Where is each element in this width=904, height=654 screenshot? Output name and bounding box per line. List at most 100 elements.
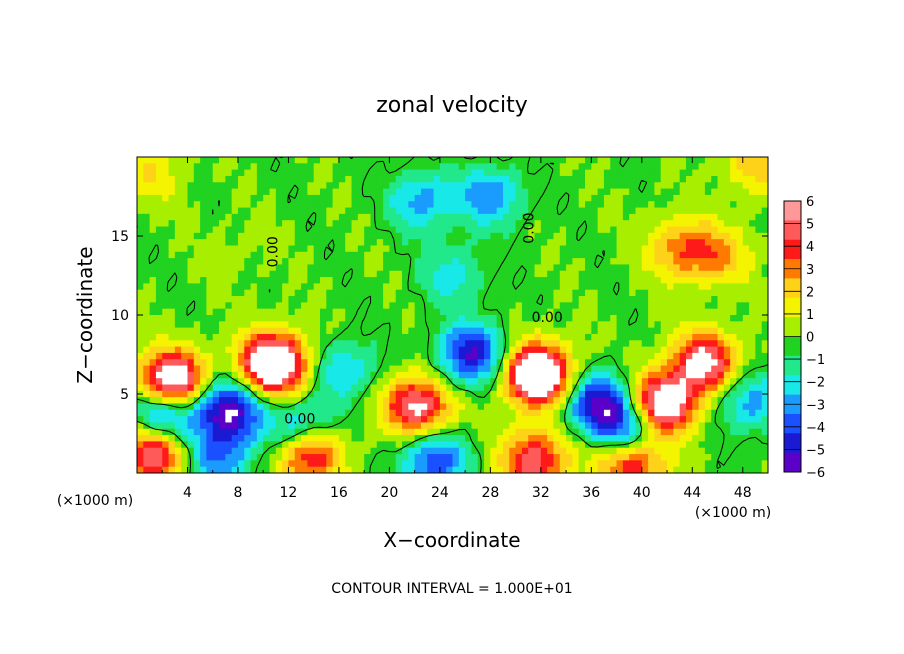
field-cell bbox=[742, 327, 750, 335]
field-cell bbox=[338, 422, 346, 430]
field-cell bbox=[313, 220, 321, 228]
field-cell bbox=[465, 333, 473, 341]
field-cell bbox=[427, 352, 435, 360]
field-cell bbox=[572, 340, 580, 348]
field-cell bbox=[559, 163, 567, 171]
field-cell bbox=[200, 365, 208, 373]
field-cell bbox=[364, 226, 372, 234]
field-cell bbox=[616, 308, 624, 316]
field-cell bbox=[547, 251, 555, 259]
field-cell bbox=[389, 315, 397, 322]
field-cell bbox=[332, 232, 340, 240]
field-cell bbox=[351, 315, 359, 322]
field-cell bbox=[711, 245, 719, 253]
field-cell bbox=[622, 289, 630, 297]
field-cell bbox=[692, 308, 700, 316]
field-cell bbox=[357, 226, 365, 234]
field-cell bbox=[237, 365, 245, 373]
field-cell bbox=[465, 321, 473, 329]
field-cell bbox=[553, 270, 561, 278]
field-cell bbox=[641, 270, 649, 278]
field-cell bbox=[471, 403, 479, 411]
field-cell bbox=[288, 277, 296, 284]
field-cell bbox=[603, 258, 611, 266]
field-cell bbox=[635, 454, 643, 461]
field-cell bbox=[402, 327, 409, 335]
field-cell bbox=[465, 213, 473, 221]
field-cell bbox=[420, 365, 428, 373]
field-cell bbox=[635, 220, 643, 228]
field-cell bbox=[742, 226, 750, 234]
field-cell bbox=[610, 220, 618, 228]
field-cell bbox=[578, 226, 586, 234]
field-cell bbox=[761, 315, 768, 322]
field-cell bbox=[143, 207, 151, 215]
field-cell bbox=[376, 409, 384, 417]
field-cell bbox=[477, 454, 485, 461]
field-cell bbox=[162, 296, 170, 303]
field-cell bbox=[723, 441, 731, 449]
field-cell bbox=[704, 428, 712, 436]
field-cell bbox=[244, 460, 252, 468]
field-cell bbox=[490, 308, 498, 316]
field-cell bbox=[730, 327, 738, 335]
field-cell bbox=[490, 289, 498, 297]
field-cell bbox=[553, 359, 561, 367]
field-cell bbox=[319, 226, 327, 234]
field-cell bbox=[521, 352, 529, 360]
field-cell bbox=[629, 169, 637, 177]
field-cell bbox=[338, 403, 346, 411]
field-cell bbox=[433, 194, 441, 202]
field-cell bbox=[673, 289, 681, 297]
field-cell bbox=[635, 460, 643, 468]
field-cell bbox=[673, 277, 681, 284]
field-cell bbox=[502, 397, 510, 405]
field-cell bbox=[433, 232, 441, 240]
field-cell bbox=[200, 352, 208, 360]
field-cell bbox=[603, 239, 611, 247]
field-cell bbox=[149, 302, 157, 310]
field-cell bbox=[717, 422, 725, 430]
field-cell bbox=[414, 409, 422, 417]
field-cell bbox=[357, 441, 365, 449]
field-cell bbox=[332, 226, 340, 234]
field-cell bbox=[698, 226, 706, 234]
field-cell bbox=[155, 270, 163, 278]
field-cell bbox=[162, 403, 170, 411]
field-cell bbox=[471, 169, 479, 177]
field-cell bbox=[496, 384, 504, 392]
field-cell bbox=[149, 422, 157, 430]
field-cell bbox=[458, 283, 466, 291]
field-cell bbox=[496, 422, 504, 430]
field-cell bbox=[263, 251, 271, 259]
field-cell bbox=[622, 378, 630, 386]
field-cell bbox=[484, 207, 491, 215]
field-cell bbox=[364, 175, 372, 183]
field-cell bbox=[635, 352, 643, 360]
field-cell bbox=[591, 289, 599, 297]
field-cell bbox=[212, 447, 220, 455]
field-cell bbox=[319, 182, 327, 190]
field-cell bbox=[319, 163, 327, 171]
field-cell bbox=[528, 346, 536, 354]
field-cell bbox=[402, 289, 409, 297]
field-cell bbox=[370, 239, 378, 247]
field-cell bbox=[307, 296, 315, 303]
field-cell bbox=[622, 239, 630, 247]
field-cell bbox=[490, 315, 498, 322]
field-cell bbox=[332, 251, 340, 259]
field-cell bbox=[181, 169, 189, 177]
field-cell bbox=[446, 277, 454, 284]
field-cell bbox=[269, 435, 277, 442]
field-cell bbox=[206, 371, 214, 379]
field-cell bbox=[162, 213, 170, 221]
field-cell bbox=[761, 157, 768, 164]
field-cell bbox=[206, 232, 214, 240]
field-cell bbox=[553, 390, 561, 398]
field-cell bbox=[294, 321, 302, 329]
field-cell bbox=[269, 352, 277, 360]
field-cell bbox=[641, 403, 649, 411]
field-cell bbox=[187, 384, 195, 392]
field-cell bbox=[301, 270, 308, 278]
field-cell bbox=[137, 201, 144, 209]
